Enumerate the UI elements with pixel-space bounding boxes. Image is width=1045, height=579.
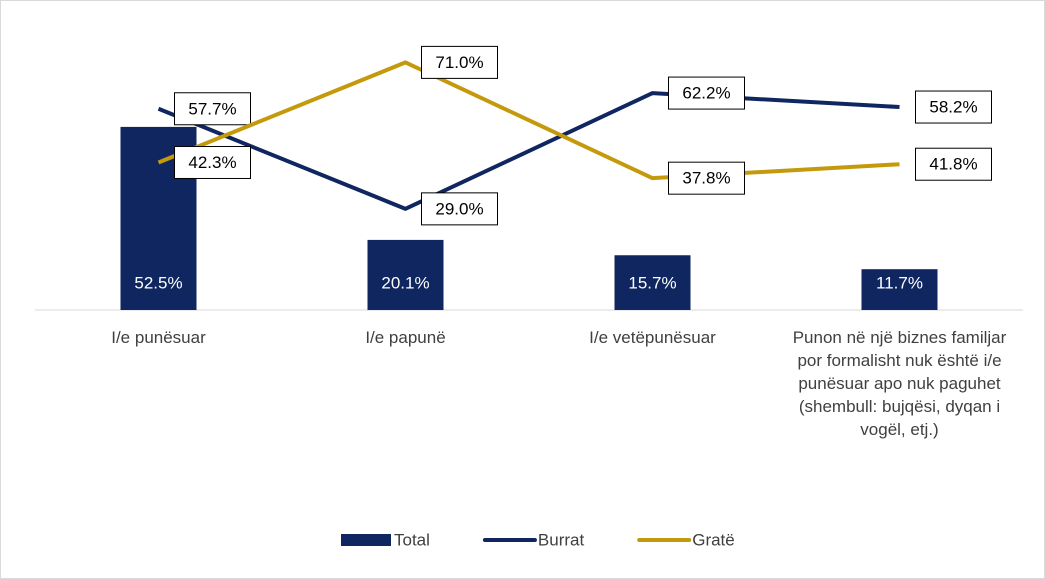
data-label-box [174,145,251,179]
data-label: 42.3% [188,153,236,172]
bar [861,269,938,310]
legend-label: Burrat [538,530,585,549]
x-tick-label: I/e vetëpunësuar [589,328,716,347]
line [157,60,900,181]
legend-swatch [341,534,391,546]
bar-value-label: 11.7% [876,273,923,292]
data-label-box [915,90,992,124]
bar-value-label: 15.7% [628,273,676,292]
data-label: 58.2% [929,98,977,117]
data-label: 41.8% [929,155,977,174]
data-label: 62.2% [682,84,730,103]
bar [614,255,691,310]
line [157,91,900,211]
bar [367,239,444,310]
data-label: 37.8% [682,169,730,188]
x-tick-label: I/e papunë [365,328,446,347]
data-label: 71.0% [435,53,483,72]
data-label-box [421,192,498,226]
x-tick-label: Punon në një biznes familjar por formali… [792,328,1007,439]
legend-label: Gratë [692,530,735,549]
x-tick-label: I/e punësuar [111,328,206,347]
data-label-box [915,147,992,181]
data-label-box [668,76,745,110]
data-label: 29.0% [435,199,483,218]
legend-label: Total [394,530,430,549]
bar-value-label: 52.5% [134,273,182,292]
data-label: 57.7% [188,99,236,118]
data-label-box [668,161,745,195]
data-label-box [174,92,251,126]
bar-value-label: 20.1% [381,273,429,292]
data-label-box [421,45,498,79]
